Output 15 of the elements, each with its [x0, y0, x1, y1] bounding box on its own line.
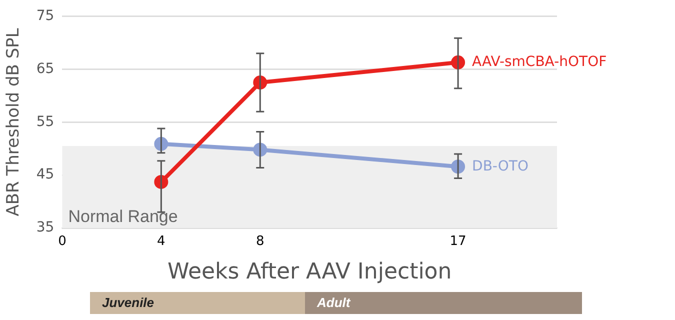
x-tick-label: 4 [157, 234, 166, 250]
series-label: AAV-smCBA-hOTOF [472, 54, 607, 70]
y-tick-label: 35 [36, 220, 54, 236]
x-tick-label: 17 [450, 234, 466, 250]
y-tick-label: 75 [36, 8, 54, 24]
y-axis-title: ABR Threshold dB SPL [4, 28, 24, 216]
x-tick-label: 8 [256, 234, 264, 250]
x-tick-label: 0 [58, 234, 66, 250]
y-tick-label: 45 [36, 166, 54, 183]
life-stage-timeline: Juvenile Adult [90, 292, 582, 314]
y-tick-label: 65 [36, 60, 54, 77]
x-axis-title: Weeks After AAV Injection [168, 260, 452, 285]
y-tick-label: 55 [36, 114, 54, 130]
series-label: DB-OTO [472, 158, 528, 174]
band-label: Normal Range [68, 207, 178, 226]
